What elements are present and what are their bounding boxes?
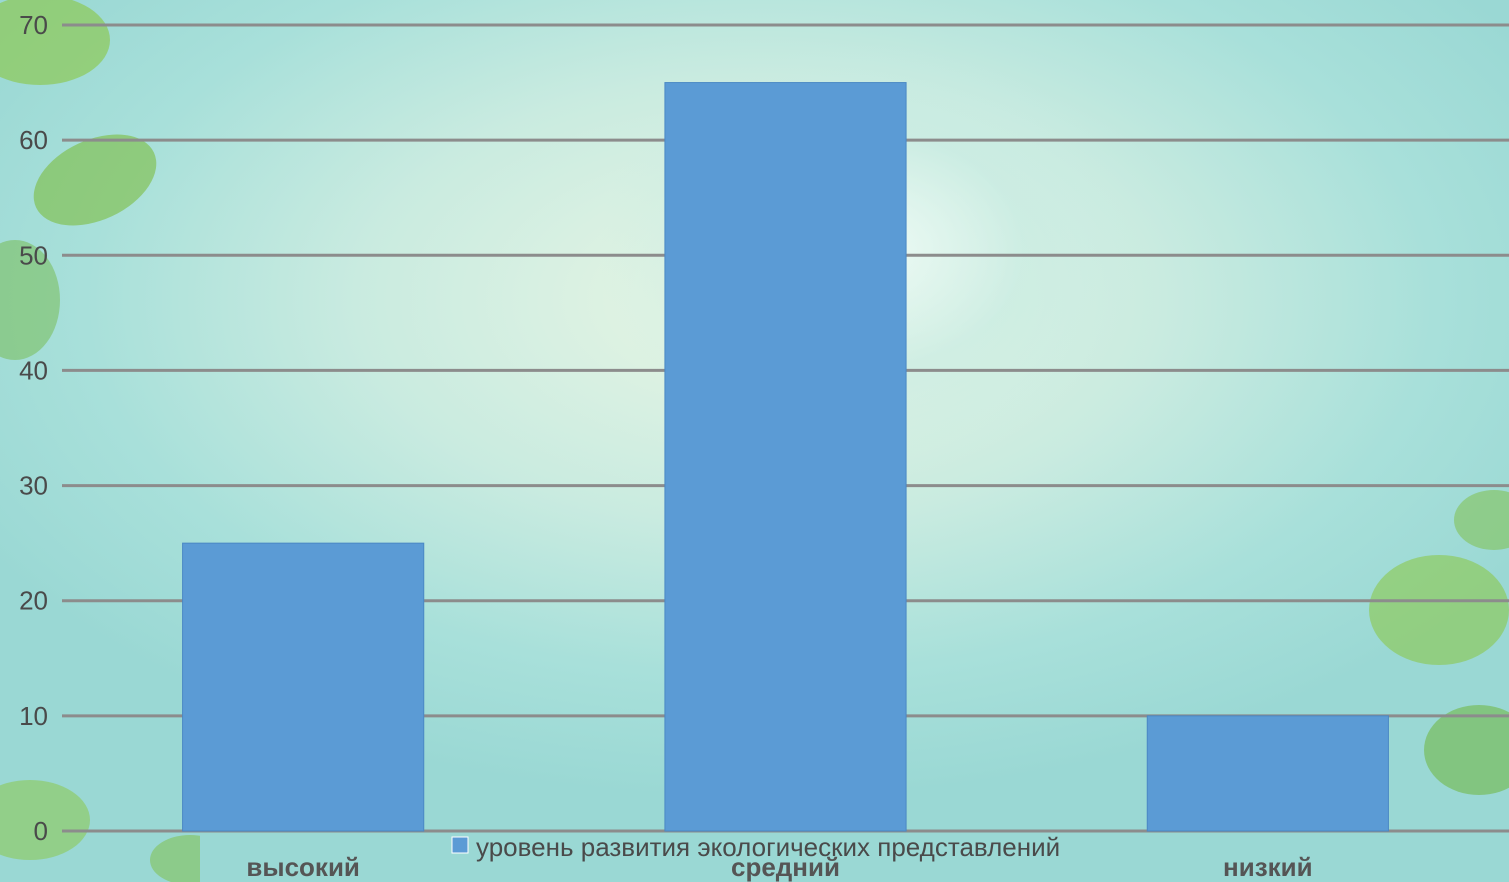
y-tick-label: 60: [19, 125, 48, 155]
y-axis-tick-labels: 0 10 20 30 40 50 60 70: [19, 10, 48, 846]
legend-swatch: [451, 836, 469, 854]
y-tick-label: 50: [19, 240, 48, 270]
x-category-label: высокий: [246, 852, 360, 882]
y-tick-label: 40: [19, 355, 48, 385]
legend-label: уровень развития экологических представл…: [476, 832, 1060, 862]
y-tick-label: 10: [19, 701, 48, 731]
legend: уровень развития экологических представл…: [451, 832, 1060, 862]
y-tick-label: 0: [34, 816, 48, 846]
x-axis-category-labels: высокий средний низкий: [246, 852, 1312, 882]
y-tick-label: 70: [19, 10, 48, 40]
bars: [182, 82, 1389, 832]
bar-1: [182, 542, 425, 832]
bar-2: [664, 82, 907, 832]
y-tick-label: 20: [19, 586, 48, 616]
x-category-label: средний: [731, 852, 840, 882]
y-tick-label: 30: [19, 471, 48, 501]
bar-3: [1146, 715, 1389, 832]
x-category-label: низкий: [1223, 852, 1313, 882]
